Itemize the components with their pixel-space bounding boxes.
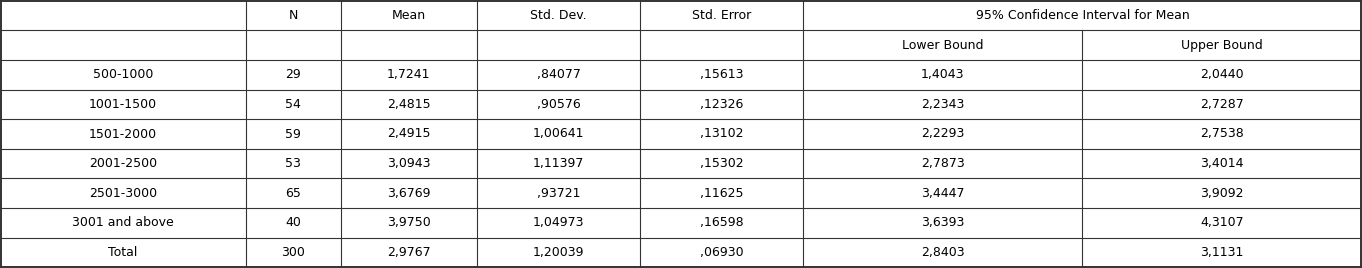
Text: 65: 65: [285, 187, 301, 200]
Text: ,16598: ,16598: [700, 216, 744, 229]
Text: 1001-1500: 1001-1500: [89, 98, 157, 111]
Text: ,13102: ,13102: [700, 128, 744, 140]
Text: 54: 54: [285, 98, 301, 111]
Text: 2,7538: 2,7538: [1200, 128, 1244, 140]
Text: 1,00641: 1,00641: [533, 128, 584, 140]
Text: 2,0440: 2,0440: [1200, 68, 1244, 81]
Text: ,11625: ,11625: [700, 187, 744, 200]
Text: 2,7873: 2,7873: [921, 157, 964, 170]
Text: ,93721: ,93721: [537, 187, 580, 200]
Text: N: N: [289, 9, 298, 22]
Text: 29: 29: [286, 68, 301, 81]
Text: 53: 53: [285, 157, 301, 170]
Text: 3,9750: 3,9750: [387, 216, 430, 229]
Text: Lower Bound: Lower Bound: [902, 39, 983, 52]
Text: 2,9767: 2,9767: [387, 246, 430, 259]
Text: ,12326: ,12326: [700, 98, 744, 111]
Text: ,06930: ,06930: [700, 246, 744, 259]
Text: 59: 59: [285, 128, 301, 140]
Text: 4,3107: 4,3107: [1200, 216, 1244, 229]
Text: 1,11397: 1,11397: [533, 157, 584, 170]
Text: 3,9092: 3,9092: [1200, 187, 1244, 200]
Text: Std. Dev.: Std. Dev.: [530, 9, 587, 22]
Text: 500-1000: 500-1000: [93, 68, 154, 81]
Text: 1,4043: 1,4043: [921, 68, 964, 81]
Text: ,84077: ,84077: [537, 68, 580, 81]
Text: 2,4815: 2,4815: [387, 98, 430, 111]
Text: 3,4014: 3,4014: [1200, 157, 1244, 170]
Text: ,15613: ,15613: [700, 68, 744, 81]
Text: Upper Bound: Upper Bound: [1181, 39, 1263, 52]
Text: 3,1131: 3,1131: [1200, 246, 1244, 259]
Text: 2,2293: 2,2293: [921, 128, 964, 140]
Text: 40: 40: [285, 216, 301, 229]
Text: 1,20039: 1,20039: [533, 246, 584, 259]
Text: ,15302: ,15302: [700, 157, 744, 170]
Text: 2001-2500: 2001-2500: [89, 157, 157, 170]
Text: 3,6393: 3,6393: [921, 216, 964, 229]
Text: 3,6769: 3,6769: [387, 187, 430, 200]
Text: ,90576: ,90576: [537, 98, 580, 111]
Text: 300: 300: [282, 246, 305, 259]
Text: Total: Total: [109, 246, 138, 259]
Text: 95% Confidence Interval for Mean: 95% Confidence Interval for Mean: [975, 9, 1189, 22]
Text: 2501-3000: 2501-3000: [89, 187, 157, 200]
Text: 2,8403: 2,8403: [921, 246, 964, 259]
Text: 1,04973: 1,04973: [533, 216, 584, 229]
Text: Std. Error: Std. Error: [692, 9, 752, 22]
Text: 3,4447: 3,4447: [921, 187, 964, 200]
Text: 1,7241: 1,7241: [387, 68, 430, 81]
Text: 3001 and above: 3001 and above: [72, 216, 174, 229]
Text: 2,4915: 2,4915: [387, 128, 430, 140]
Text: 1501-2000: 1501-2000: [89, 128, 157, 140]
Text: Mean: Mean: [392, 9, 426, 22]
Text: 3,0943: 3,0943: [387, 157, 430, 170]
Text: 2,7287: 2,7287: [1200, 98, 1244, 111]
Text: 2,2343: 2,2343: [921, 98, 964, 111]
